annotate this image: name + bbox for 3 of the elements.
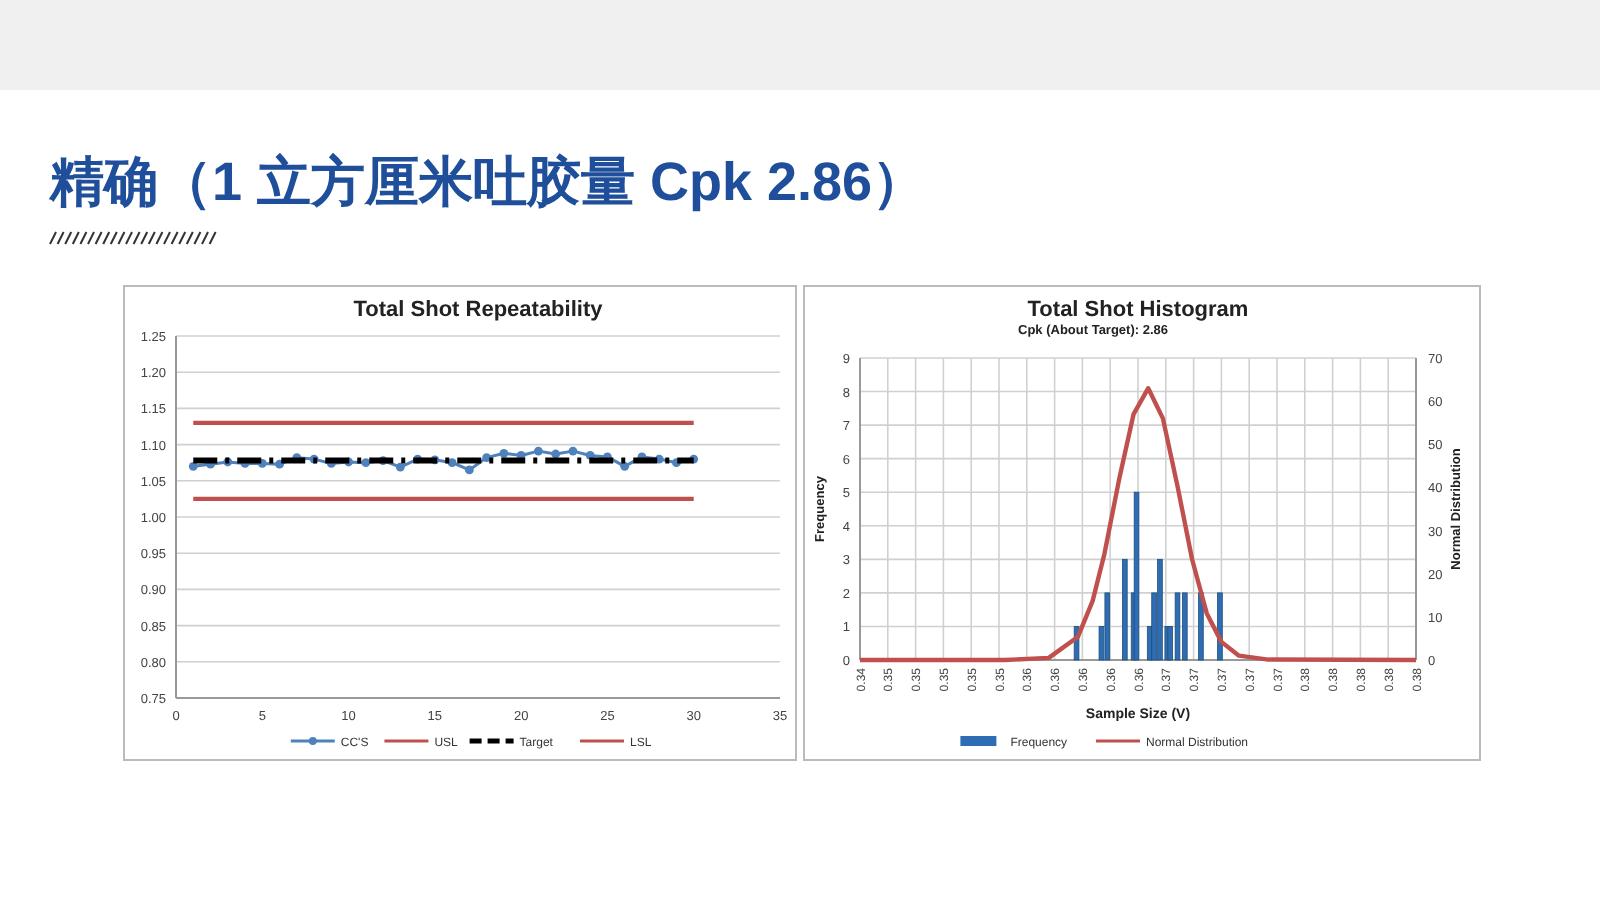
text: 精确（1 立方厘米吐胶量 Cpk 2.86）: [48, 152, 927, 212]
chart-title: Total Shot Histogram: [1027, 298, 1249, 322]
chart-title: Total Shot Repeatability: [353, 298, 605, 322]
